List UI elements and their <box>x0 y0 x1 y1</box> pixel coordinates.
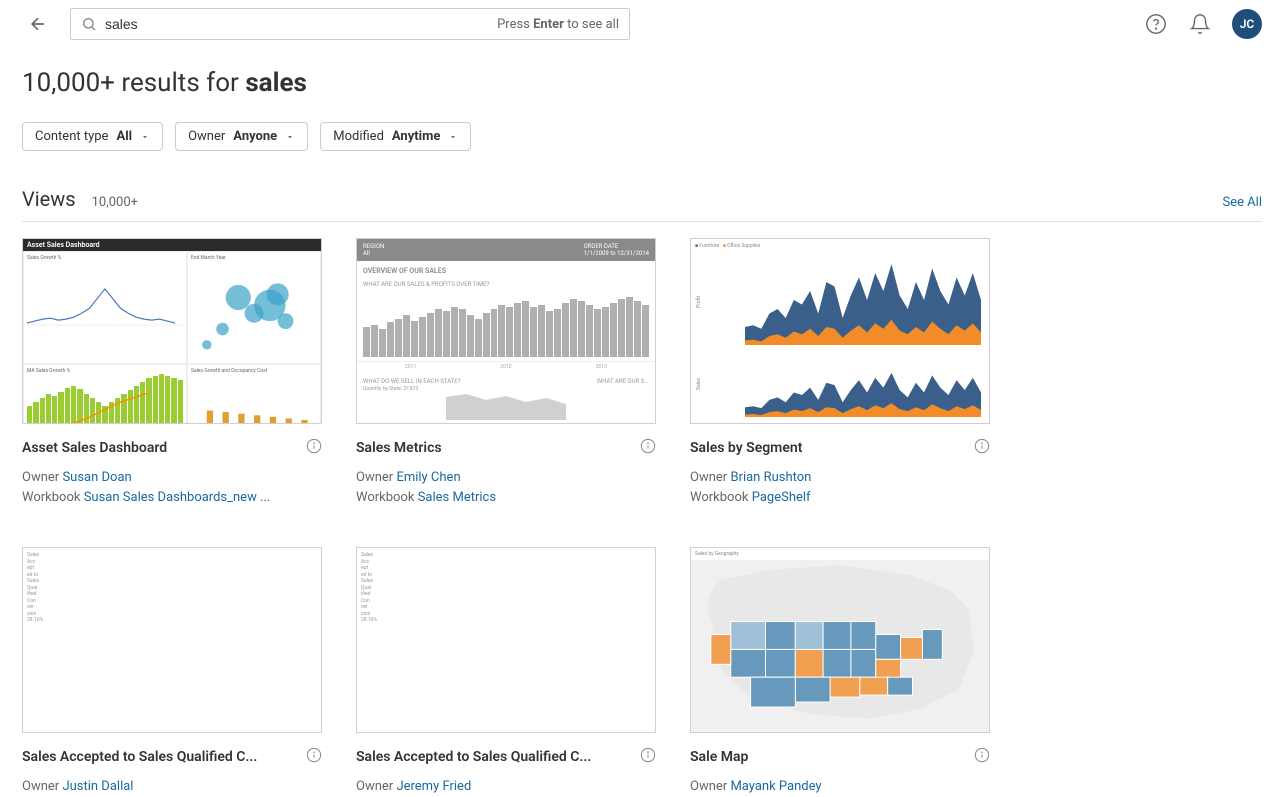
info-icon[interactable] <box>306 438 322 458</box>
owner-link[interactable]: Jeremy Fried <box>396 779 471 794</box>
card-meta: Owner Jeremy Fried <box>356 777 656 797</box>
workbook-link[interactable]: Sales Metrics <box>418 490 496 505</box>
info-icon[interactable] <box>306 747 322 767</box>
result-card[interactable]: Asset Sales Dashboard Sales Growth % End… <box>22 238 322 507</box>
info-icon[interactable] <box>640 438 656 458</box>
results-heading: 10,000+ results for sales <box>22 68 1262 98</box>
search-icon <box>81 16 97 32</box>
filters: Content type All Owner Anyone Modified A… <box>22 122 1262 151</box>
result-card[interactable]: REGIONAllORDER DATE1/1/2009 to 12/31/201… <box>356 238 656 507</box>
avatar[interactable]: JC <box>1232 9 1262 39</box>
help-icon[interactable] <box>1144 12 1168 36</box>
card-title: Sales Accepted to Sales Qualified C... <box>356 749 591 765</box>
result-card[interactable]: SalesAccepted toSalesQualifiedConversion… <box>356 547 656 797</box>
search-input[interactable] <box>105 16 489 32</box>
filter-content-type[interactable]: Content type All <box>22 122 163 151</box>
card-title: Sales Metrics <box>356 440 442 456</box>
info-icon[interactable] <box>640 747 656 767</box>
card-meta: Owner Brian Rushton Workbook PageShelf <box>690 468 990 507</box>
back-button[interactable] <box>22 8 54 40</box>
owner-link[interactable]: Emily Chen <box>396 470 460 485</box>
chevron-down-icon <box>448 132 458 142</box>
thumbnail[interactable]: Sales by Geography <box>690 547 990 733</box>
filter-owner[interactable]: Owner Anyone <box>175 122 308 151</box>
card-title: Sale Map <box>690 749 748 765</box>
filter-modified[interactable]: Modified Anytime <box>320 122 471 151</box>
result-card[interactable]: Sales by Geography Sale <box>690 547 990 797</box>
thumbnail[interactable]: REGIONAllORDER DATE1/1/2009 to 12/31/201… <box>356 238 656 424</box>
workbook-link[interactable]: PageShelf <box>752 490 811 505</box>
search-field[interactable]: Press Enter to see all <box>70 8 630 40</box>
result-card[interactable]: ■ Furniture ■ Office Supplies Profit Sal… <box>690 238 990 507</box>
info-icon[interactable] <box>974 747 990 767</box>
notifications-icon[interactable] <box>1188 12 1212 36</box>
card-title: Asset Sales Dashboard <box>22 440 167 456</box>
card-meta: Owner Justin Dallal <box>22 777 322 797</box>
thumbnail[interactable]: Asset Sales Dashboard Sales Growth % End… <box>22 238 322 424</box>
card-title: Sales by Segment <box>690 440 802 456</box>
result-card[interactable]: SalesAccepted toSalesQualifiedConversion… <box>22 547 322 797</box>
owner-link[interactable]: Justin Dallal <box>62 779 133 794</box>
card-meta: Owner Mayank Pandey <box>690 777 990 797</box>
section-title: Views <box>22 187 76 211</box>
chevron-down-icon <box>140 132 150 142</box>
section-count: 10,000+ <box>92 195 138 210</box>
info-icon[interactable] <box>974 438 990 458</box>
workbook-link[interactable]: Susan Sales Dashboards_new ... <box>84 490 271 505</box>
chevron-down-icon <box>285 132 295 142</box>
card-meta: Owner Emily Chen Workbook Sales Metrics <box>356 468 656 507</box>
owner-link[interactable]: Brian Rushton <box>730 470 811 485</box>
thumbnail[interactable]: SalesAccepted toSalesQualifiedConversion… <box>22 547 322 733</box>
owner-link[interactable]: Susan Doan <box>62 470 131 485</box>
thumbnail[interactable]: ■ Furniture ■ Office Supplies Profit Sal… <box>690 238 990 424</box>
see-all-link[interactable]: See All <box>1222 195 1262 210</box>
card-meta: Owner Susan Doan Workbook Susan Sales Da… <box>22 468 322 507</box>
thumbnail[interactable]: SalesAccepted toSalesQualifiedConversion… <box>356 547 656 733</box>
owner-link[interactable]: Mayank Pandey <box>730 779 821 794</box>
card-title: Sales Accepted to Sales Qualified C... <box>22 749 257 765</box>
search-hint: Press Enter to see all <box>497 17 619 32</box>
